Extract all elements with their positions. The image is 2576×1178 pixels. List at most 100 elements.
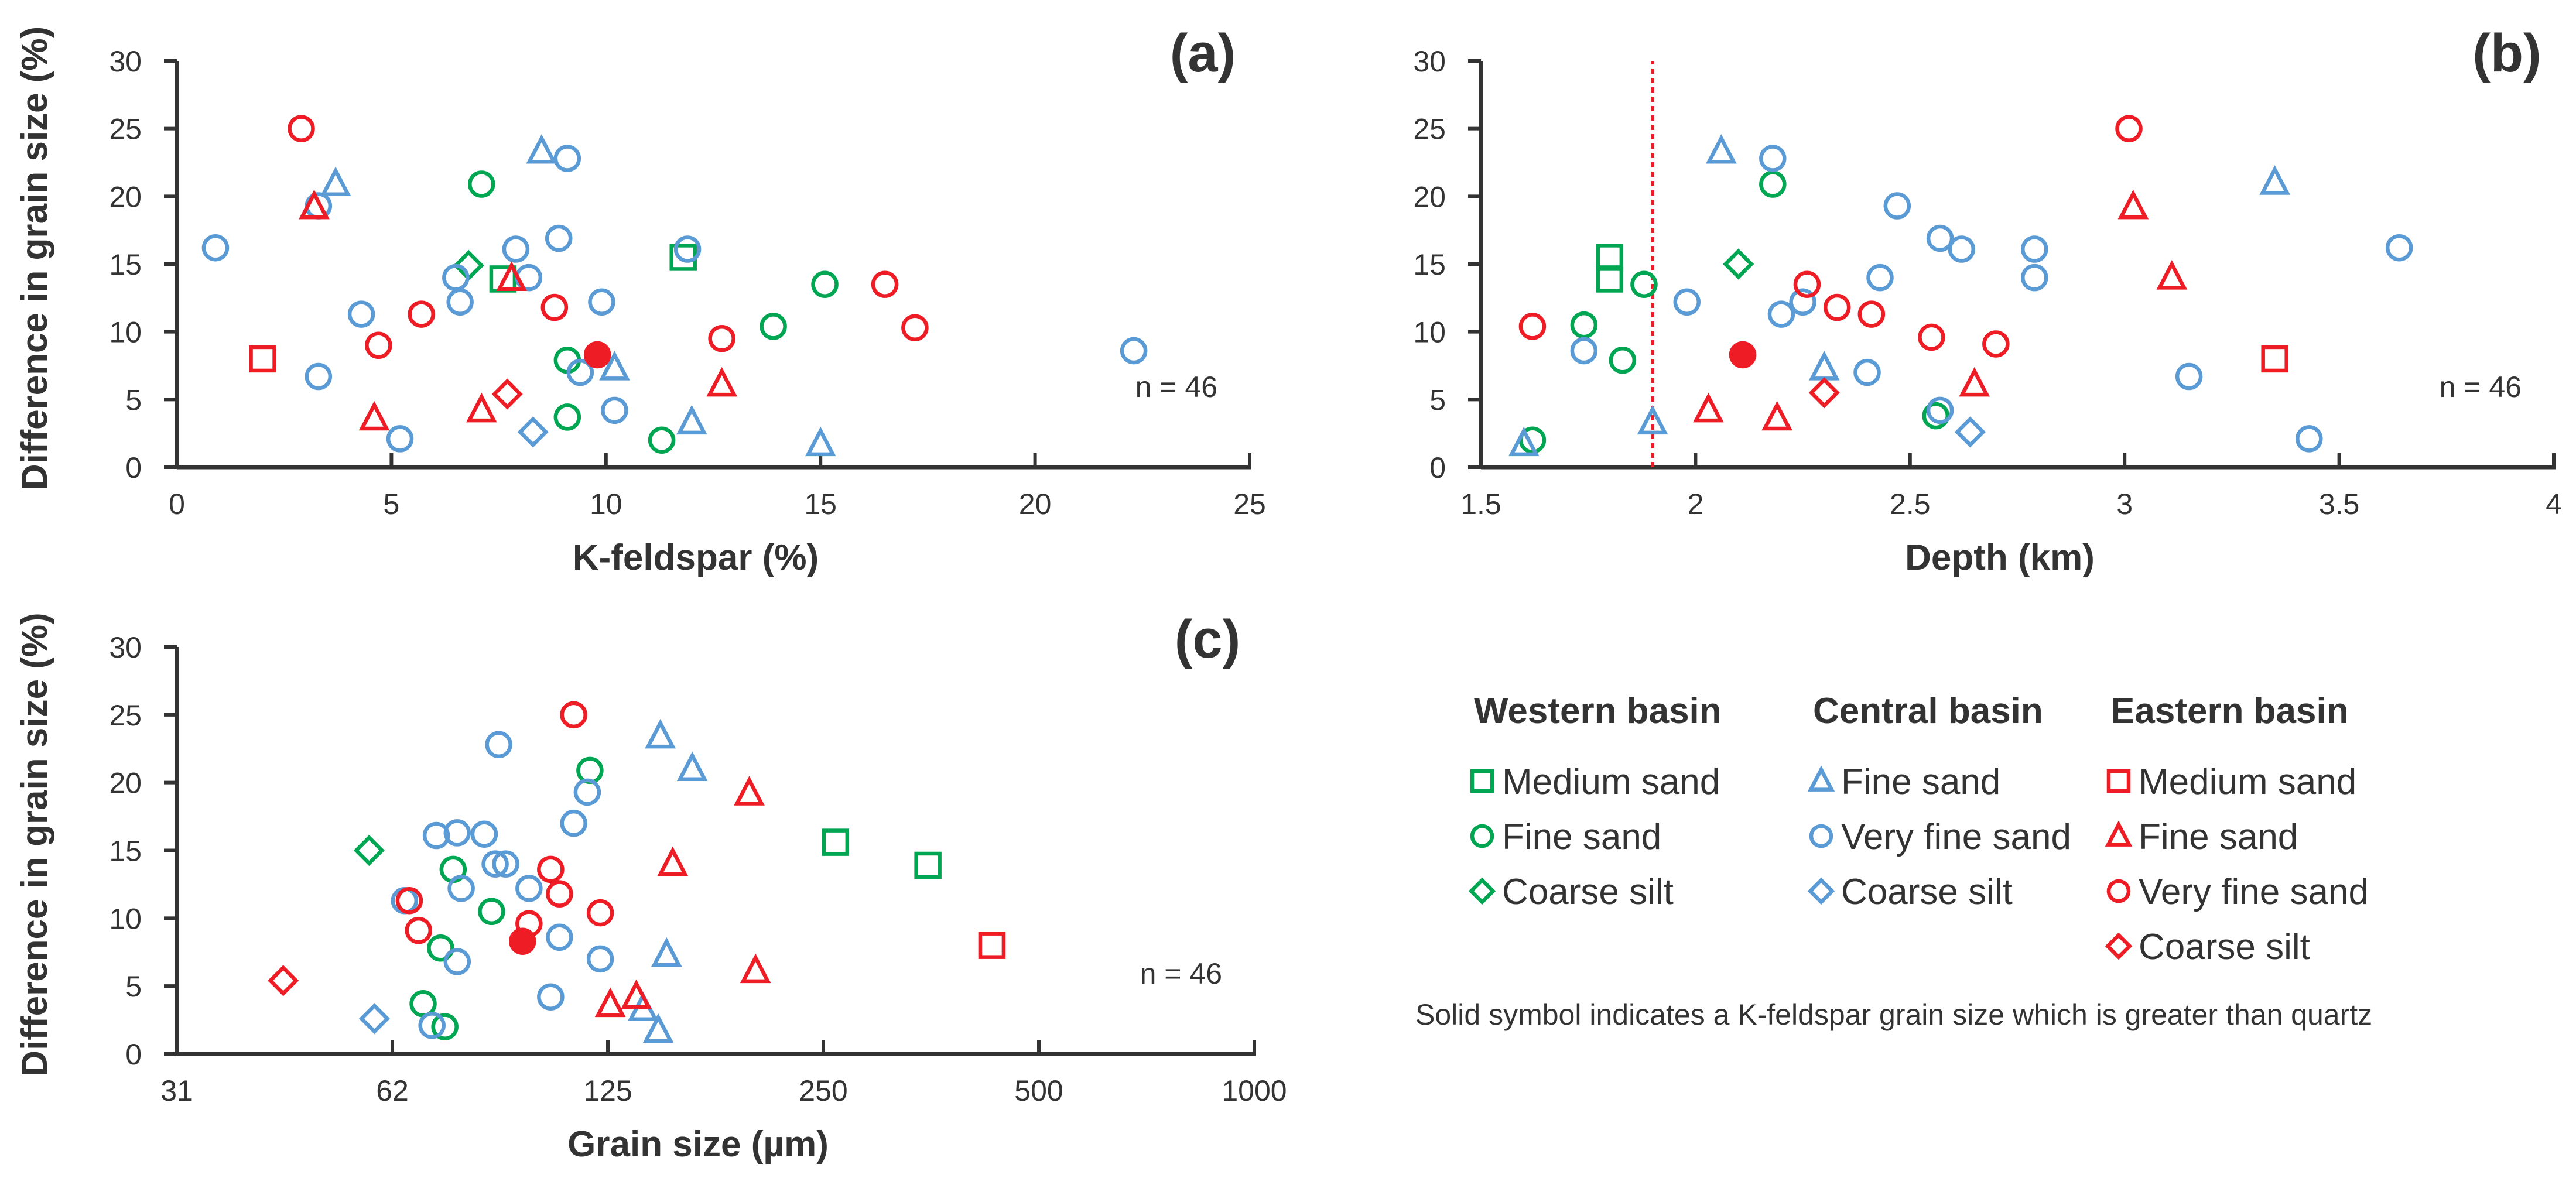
x-tick-label: 2 — [1687, 488, 1703, 520]
y-tick-label: 15 — [1413, 248, 1446, 281]
y-tick-label: 15 — [109, 835, 142, 868]
data-point — [734, 776, 765, 806]
data-point — [1808, 377, 1840, 409]
y-tick-label: 30 — [109, 631, 142, 664]
data-point — [443, 948, 471, 975]
data-point — [586, 899, 614, 927]
y-tick-label: 0 — [1429, 451, 1446, 484]
y-tick-label: 10 — [109, 316, 142, 349]
legend-item-label: Coarse silt — [2139, 927, 2310, 967]
panel-a: 0 5 10 15 20 25 0 5 10 15 20 25 30 K-feldspar (%) Diff… — [15, 23, 1266, 578]
data-point — [573, 778, 601, 806]
x-tick-label: 3.5 — [2319, 488, 2360, 520]
data-point — [1948, 235, 1975, 263]
data-point — [621, 979, 652, 1009]
data-point — [546, 880, 573, 908]
data-point — [1518, 313, 1547, 340]
data-point — [760, 313, 787, 340]
legend-heading: Central basin — [1813, 691, 2043, 731]
data-point — [1808, 351, 1840, 381]
data-point — [1883, 192, 1911, 220]
data-point — [1723, 248, 1754, 280]
y-tick-label: 30 — [109, 45, 142, 78]
data-point — [594, 987, 626, 1018]
data-point — [2021, 235, 2048, 263]
legend-item-label: Fine sand — [1502, 817, 1661, 857]
data-point — [481, 850, 509, 878]
data-point — [1693, 392, 1724, 423]
data-point — [2261, 345, 2288, 373]
x-tick-label: 4 — [2546, 488, 2562, 520]
data-point — [648, 426, 676, 454]
data-point — [1759, 170, 1787, 198]
legend-circle-icon — [2106, 879, 2131, 903]
data-point — [509, 927, 536, 955]
data-point — [468, 170, 495, 198]
y-tick-label: 20 — [1413, 180, 1446, 213]
data-point — [447, 875, 475, 902]
x-tick-label: 1.5 — [1460, 488, 1501, 520]
data-point — [673, 235, 702, 263]
data-point — [353, 834, 385, 867]
data-point — [676, 405, 707, 435]
y-tick-label: 20 — [109, 180, 142, 213]
data-point — [422, 821, 450, 850]
data-point — [386, 425, 414, 453]
data-point — [1918, 323, 1945, 351]
data-point — [466, 392, 497, 423]
legend-circle-icon — [1809, 824, 1833, 848]
data-point — [657, 846, 689, 876]
data-point — [365, 331, 392, 359]
x-tick-label: 500 — [1014, 1074, 1063, 1107]
legend-triangle-icon — [2105, 820, 2133, 847]
y-tick-label: 0 — [125, 451, 142, 484]
data-point — [1982, 330, 2010, 358]
data-point — [427, 934, 454, 962]
panel-b: 1.5 2 2.5 3 3.5 4 0 5 10 15 20 25 30 Depth (km) Differ… — [15, 23, 2562, 578]
legend-item-label: Very fine sand — [2139, 872, 2369, 912]
data-point — [408, 300, 435, 328]
data-point — [496, 261, 527, 291]
legend: Western basin Medium sand Fine sand Coarse … — [1415, 691, 2372, 1031]
data-point — [320, 166, 351, 197]
legend-item-label: Medium sand — [1502, 762, 1720, 802]
legend-square-icon — [1470, 769, 1494, 793]
data-point — [491, 378, 523, 410]
data-point — [470, 820, 498, 848]
data-point — [492, 850, 519, 878]
data-point — [358, 1003, 391, 1035]
y-tick-label: 25 — [109, 699, 142, 732]
data-point — [588, 288, 615, 316]
data-point — [2021, 263, 2048, 292]
data-point — [560, 809, 587, 837]
panel-label: (c) — [1175, 609, 1240, 669]
legend-diamond-icon — [1468, 877, 1496, 905]
x-tick-label: 125 — [583, 1074, 632, 1107]
data-point — [1767, 300, 1795, 328]
data-point — [1759, 145, 1787, 172]
x-tick-label: 5 — [383, 488, 399, 520]
data-point — [1570, 337, 1598, 365]
data-point — [1926, 396, 1954, 424]
data-point — [553, 403, 581, 431]
data-point — [576, 756, 604, 785]
data-point — [651, 937, 682, 967]
data-point — [395, 886, 423, 915]
data-point — [358, 400, 390, 431]
data-point — [1866, 263, 1894, 292]
data-point — [545, 224, 573, 252]
y-tick-label: 10 — [109, 902, 142, 935]
data-point — [708, 324, 735, 352]
legend-item-label: Very fine sand — [1841, 817, 2071, 857]
data-point — [2115, 115, 2143, 142]
legend-diamond-icon — [1807, 877, 1835, 905]
data-point — [2156, 260, 2188, 290]
x-tick-label: 10 — [590, 488, 622, 520]
data-point — [526, 133, 557, 164]
data-point — [249, 345, 276, 373]
data-point — [2296, 425, 2323, 453]
data-point — [2175, 362, 2203, 391]
data-point — [478, 898, 505, 925]
data-point — [978, 932, 1006, 959]
